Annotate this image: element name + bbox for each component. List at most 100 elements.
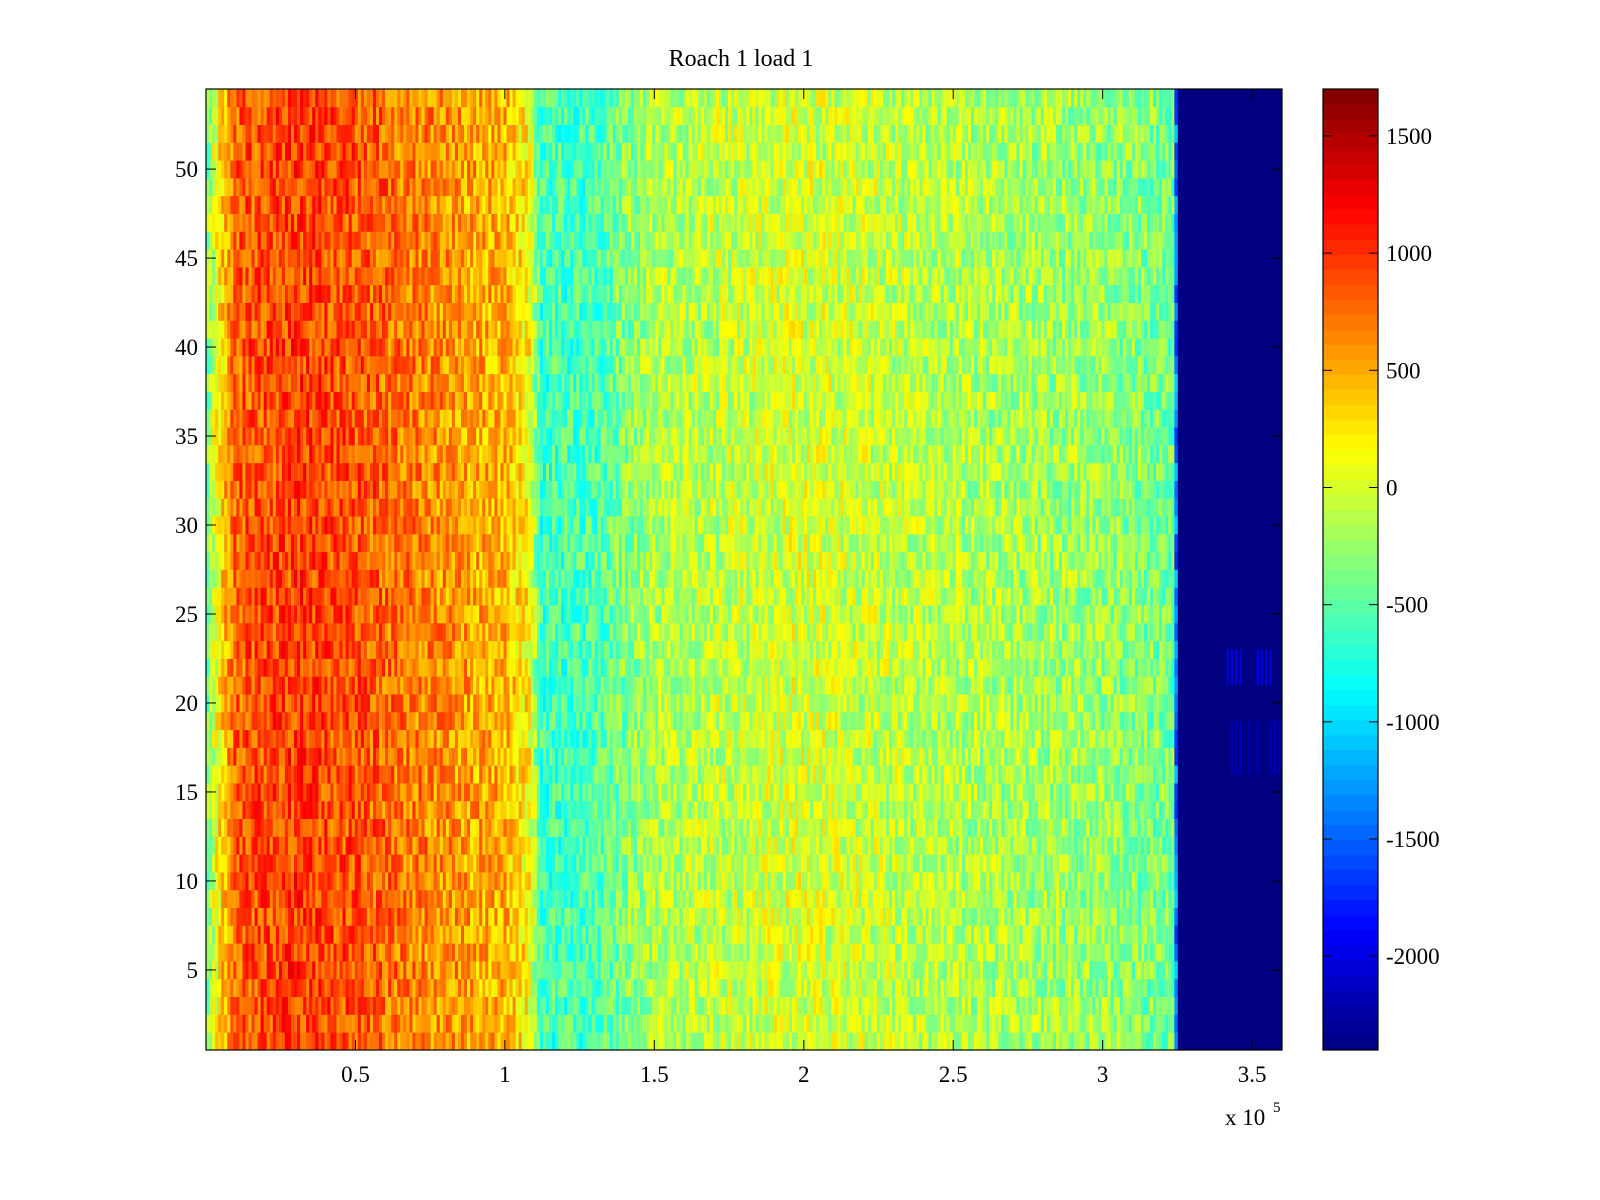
heatmap-cell	[707, 1014, 710, 1032]
heatmap-cell	[716, 1032, 719, 1050]
heatmap-cell	[928, 943, 931, 961]
heatmap-cell	[303, 765, 306, 783]
heatmap-cell	[722, 1014, 725, 1032]
heatmap-cell	[1044, 961, 1047, 979]
heatmap-cell	[798, 890, 801, 908]
heatmap-cell	[552, 1014, 555, 1032]
heatmap-cell	[397, 801, 400, 819]
heatmap-cell	[989, 997, 992, 1015]
heatmap-cell	[537, 908, 540, 926]
heatmap-cell	[227, 783, 230, 801]
heatmap-cell	[309, 872, 312, 890]
heatmap-cell	[394, 836, 397, 854]
heatmap-cell	[728, 801, 731, 819]
heatmap-cell	[245, 836, 248, 854]
heatmap-cell	[425, 872, 428, 890]
heatmap-cell	[631, 783, 634, 801]
heatmap-cell	[868, 961, 871, 979]
heatmap-cell	[965, 943, 968, 961]
heatmap-cell	[831, 1032, 834, 1050]
heatmap-cell	[400, 836, 403, 854]
heatmap-cell	[710, 819, 713, 837]
heatmap-cell	[239, 836, 242, 854]
heatmap-cell	[1071, 925, 1074, 943]
heatmap-cell	[573, 890, 576, 908]
heatmap-cell	[385, 908, 388, 926]
heatmap-cell	[355, 943, 358, 961]
heatmap-cell	[695, 943, 698, 961]
heatmap-cell	[425, 765, 428, 783]
heatmap-cell	[971, 943, 974, 961]
heatmap-cell	[689, 872, 692, 890]
heatmap-cell	[777, 979, 780, 997]
heatmap-cell	[1044, 890, 1047, 908]
heatmap-cell	[670, 961, 673, 979]
heatmap-cell	[282, 979, 285, 997]
heatmap-cell	[825, 836, 828, 854]
heatmap-cell	[850, 872, 853, 890]
heatmap-cell	[279, 961, 282, 979]
heatmap-cell	[977, 783, 980, 801]
heatmap-cell	[534, 872, 537, 890]
heatmap-cell	[306, 854, 309, 872]
heatmap-cell	[276, 908, 279, 926]
heatmap-cell	[582, 925, 585, 943]
heatmap-cell	[847, 961, 850, 979]
heatmap-cell	[798, 819, 801, 837]
heatmap-cell	[534, 765, 537, 783]
heatmap-cell	[622, 997, 625, 1015]
heatmap-cell	[713, 979, 716, 997]
heatmap-cell	[525, 979, 528, 997]
heatmap-cell	[1026, 979, 1029, 997]
heatmap-cell	[792, 819, 795, 837]
heatmap-cell	[689, 961, 692, 979]
heatmap-cell	[847, 1014, 850, 1032]
heatmap-cell	[303, 872, 306, 890]
heatmap-cell	[743, 1014, 746, 1032]
heatmap-cell	[1132, 997, 1135, 1015]
heatmap-cell	[1174, 908, 1177, 926]
heatmap-cell	[619, 801, 622, 819]
heatmap-cell	[485, 765, 488, 783]
heatmap-cell	[1123, 1014, 1126, 1032]
heatmap-cell	[628, 783, 631, 801]
heatmap-cell	[731, 783, 734, 801]
heatmap-cell	[1171, 961, 1174, 979]
heatmap-cell	[719, 854, 722, 872]
heatmap-cell	[279, 783, 282, 801]
heatmap-cell	[925, 801, 928, 819]
heatmap-cell	[965, 801, 968, 819]
heatmap-cell	[962, 979, 965, 997]
heatmap-cell	[986, 997, 989, 1015]
heatmap-cell	[840, 872, 843, 890]
heatmap-cell	[461, 872, 464, 890]
heatmap-cell	[297, 1032, 300, 1050]
heatmap-cell	[822, 783, 825, 801]
heatmap-cell	[446, 979, 449, 997]
heatmap-cell	[868, 854, 871, 872]
heatmap-cell	[734, 961, 737, 979]
heatmap-cell	[452, 908, 455, 926]
heatmap-cell	[279, 1014, 282, 1032]
heatmap-cell	[792, 872, 795, 890]
heatmap-cell	[758, 1032, 761, 1050]
heatmap-cell	[1077, 961, 1080, 979]
heatmap-cell	[349, 801, 352, 819]
heatmap-cell	[755, 1032, 758, 1050]
heatmap-cell	[415, 854, 418, 872]
heatmap-cell	[695, 890, 698, 908]
heatmap-cell	[552, 961, 555, 979]
heatmap-cell	[834, 801, 837, 819]
heatmap-cell	[1162, 783, 1165, 801]
heatmap-cell	[233, 943, 236, 961]
heatmap-cell	[956, 801, 959, 819]
heatmap-cell	[534, 979, 537, 997]
heatmap-cell	[686, 997, 689, 1015]
heatmap-cell	[1077, 997, 1080, 1015]
heatmap-cell	[859, 1032, 862, 1050]
heatmap-cell	[252, 961, 255, 979]
heatmap-cell	[543, 1032, 546, 1050]
heatmap-cell	[877, 854, 880, 872]
heatmap-cell	[1050, 801, 1053, 819]
heatmap-cell	[631, 1032, 634, 1050]
